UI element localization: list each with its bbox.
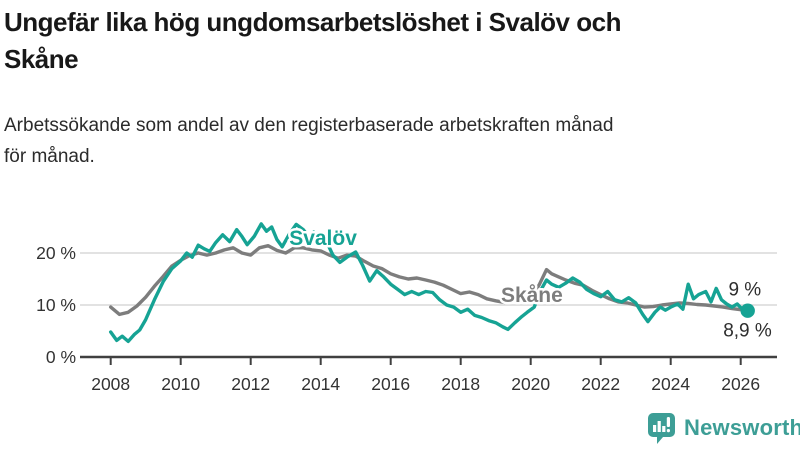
series-lines [108, 222, 755, 344]
title-line-1: Ungefär lika hög ungdomsarbetslöshet i S… [4, 7, 621, 37]
series-label-skne: Skåne [501, 284, 563, 307]
svalv-end-dot [740, 303, 755, 318]
newsworthy-logo-icon [648, 413, 675, 444]
end-value-label: 8,9 % [723, 321, 772, 342]
x-tick-label: 2024 [651, 374, 690, 394]
y-tick-label: 10 % [36, 295, 76, 315]
svalv-line [108, 222, 750, 344]
y-tick-label: 20 % [36, 243, 76, 263]
line-chart: 2008 2010 2012 2014 2016 2018 2020 2022 2024 2026… [0, 182, 800, 417]
series-label-svalv: Svalöv [289, 227, 357, 250]
end-value-label: 9 % [728, 280, 761, 301]
x-tick-label: 2012 [231, 374, 270, 394]
newsworthy-logo: Newsworthy [646, 411, 800, 444]
newsworthy-logo-text: Newsworthy [684, 414, 800, 440]
chart-subtitle: Arbetssökande som andel av den registerb… [4, 110, 796, 172]
x-tick-label: 2022 [581, 374, 620, 394]
x-tick-label: 2018 [441, 374, 480, 394]
y-tick-label: 0 % [46, 347, 76, 367]
x-axis: 2008 2010 2012 2014 2016 2018 2020 2022 2024 2026 [80, 355, 777, 394]
skne-line [108, 244, 748, 317]
x-tick-label: 2026 [721, 374, 760, 394]
title-line-2: Skåne [4, 44, 79, 74]
subtitle-line-1: Arbetssökande som andel av den registerb… [4, 115, 614, 136]
end-value-labels: 9 % 8,9 % [723, 280, 772, 342]
x-tick-label: 2020 [511, 374, 550, 394]
x-tick-label: 2016 [371, 374, 410, 394]
subtitle-line-2: för månad. [4, 146, 95, 167]
series-labels: Skåne Svalöv [287, 225, 566, 310]
x-tick-label: 2008 [91, 374, 130, 394]
x-tick-label: 2014 [301, 374, 340, 394]
y-axis-labels: 0 % 10 % 20 % [36, 243, 76, 367]
chart-svg: 2008 2010 2012 2014 2016 2018 2020 2022 2024 2026… [36, 222, 777, 394]
page-title: Ungefär lika hög ungdomsarbetslöshet i S… [4, 4, 796, 78]
x-tick-label: 2010 [161, 374, 200, 394]
